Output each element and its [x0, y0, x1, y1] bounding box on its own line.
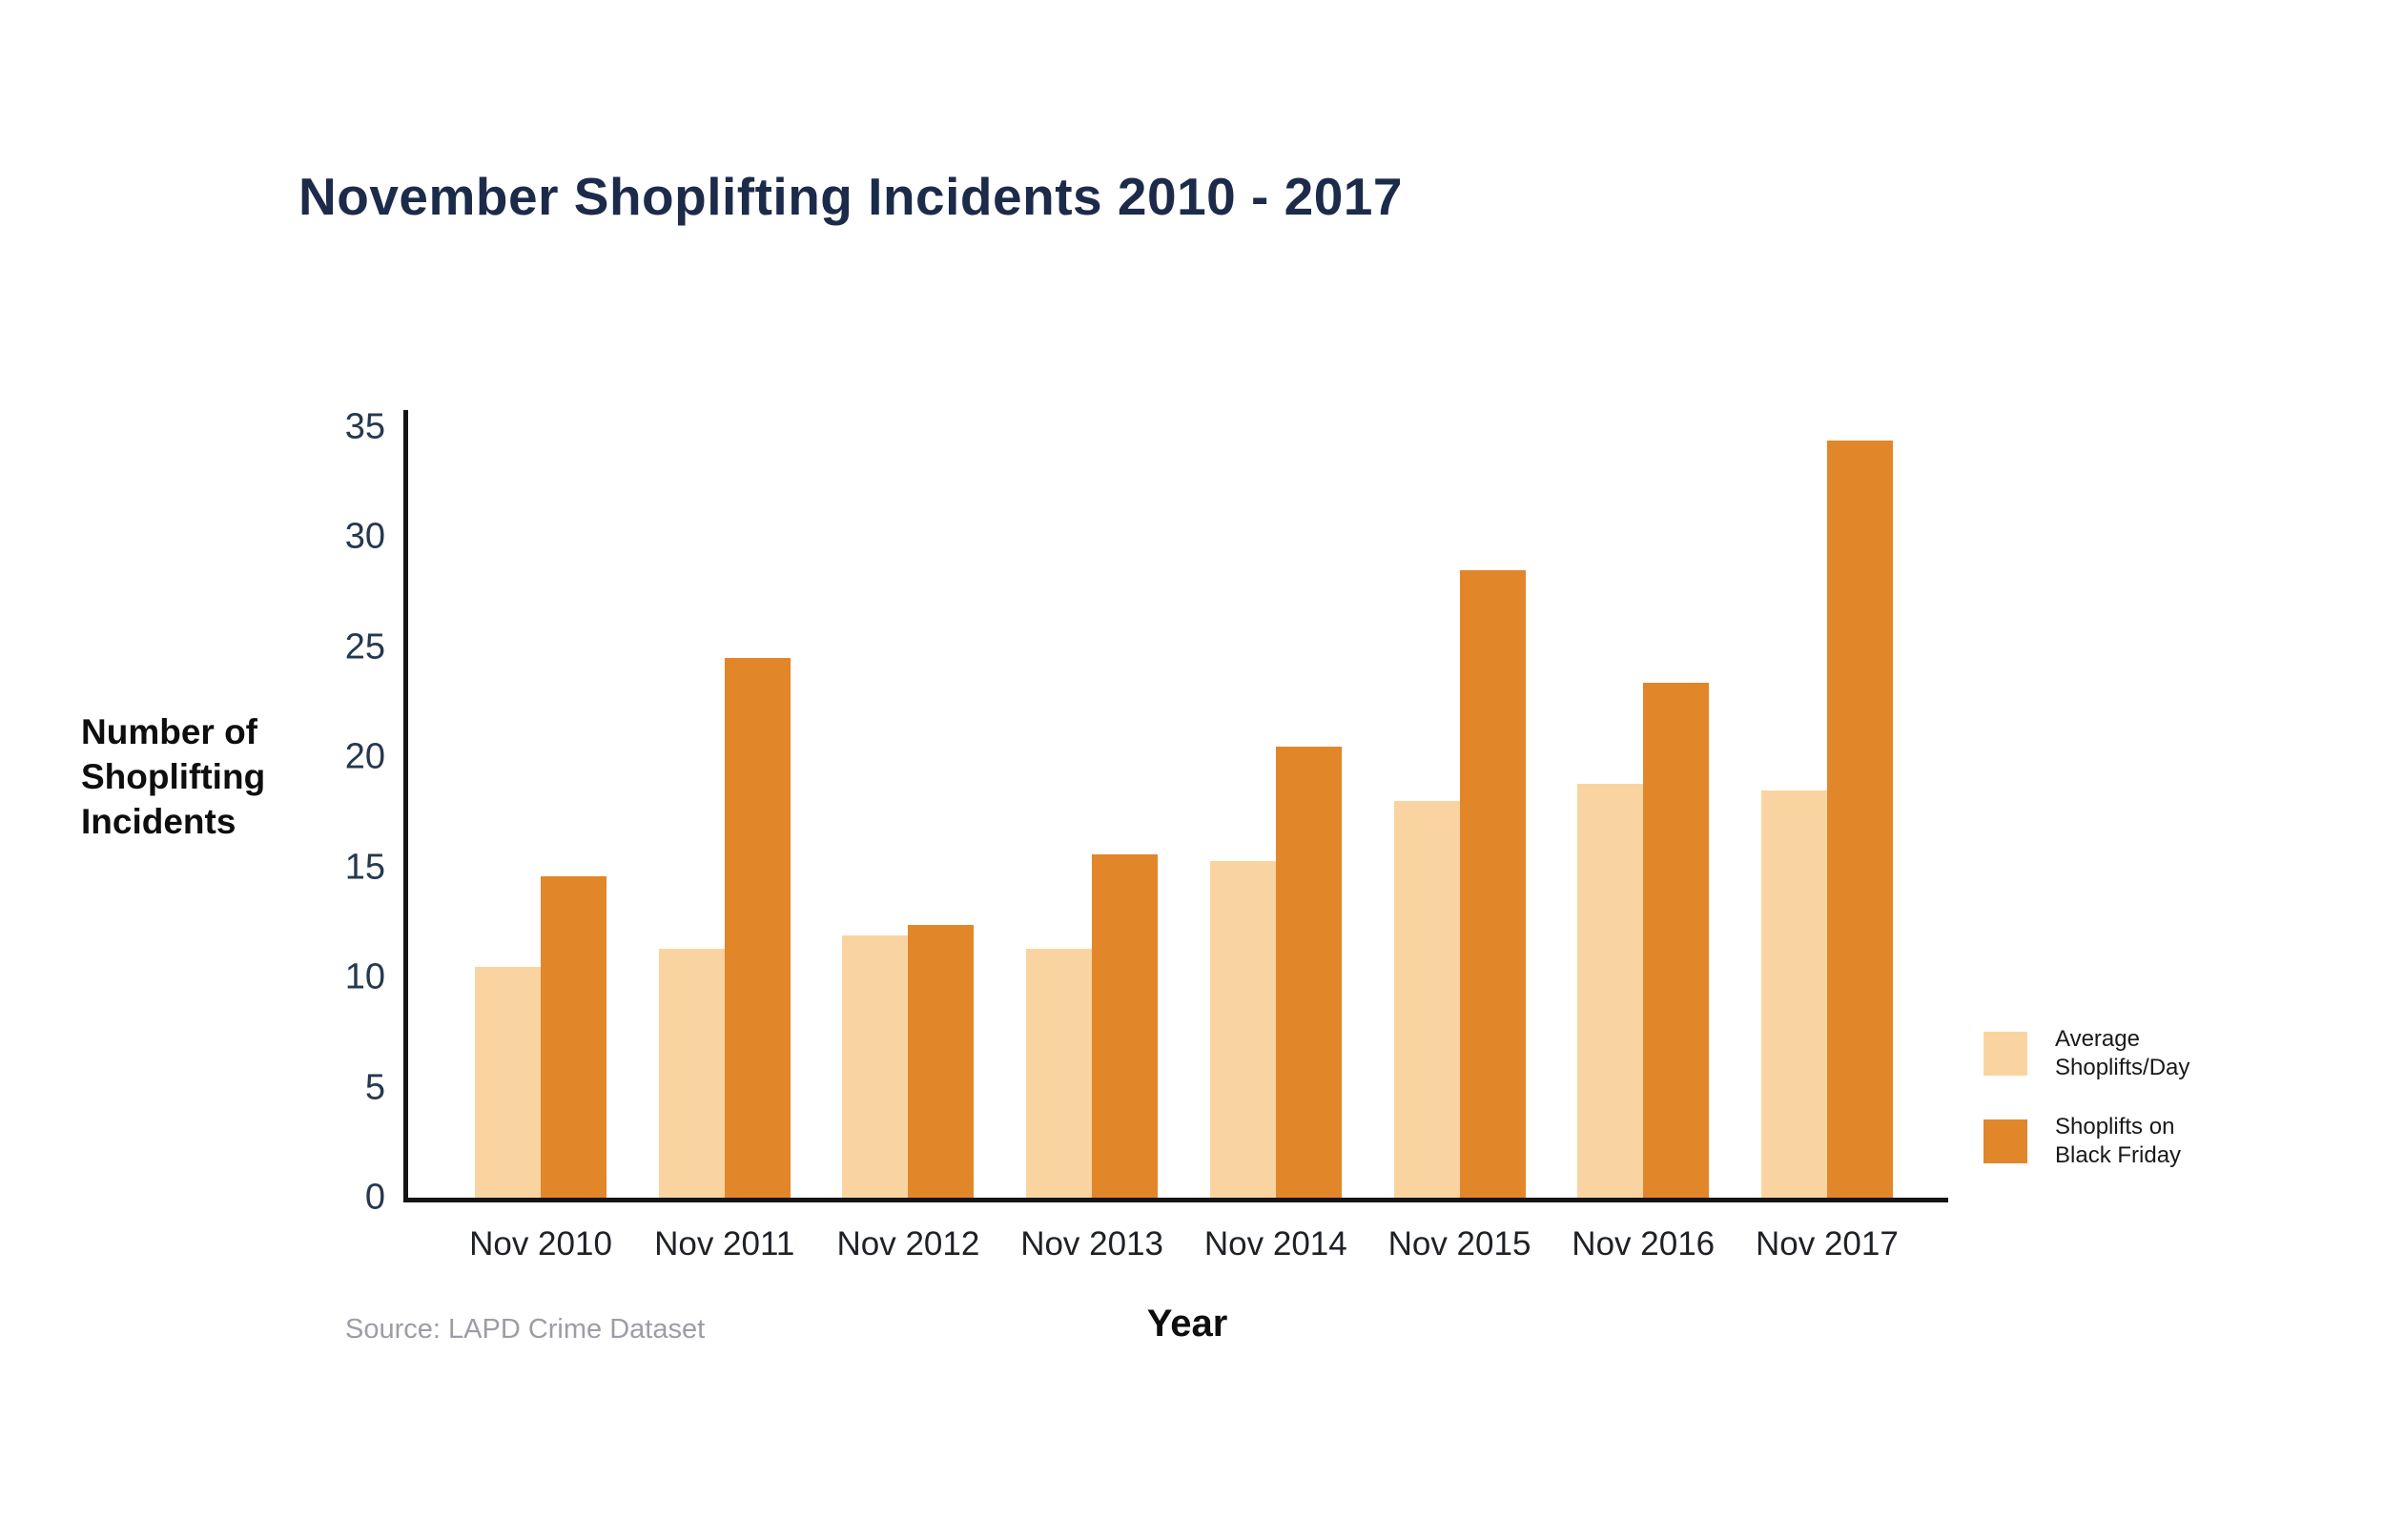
- bar-black-friday: [1459, 570, 1526, 1198]
- bar-black-friday: [724, 658, 791, 1198]
- x-tick-label: Nov 2010: [469, 1225, 612, 1263]
- y-tick-label: 20: [344, 736, 385, 777]
- bar-average-shoplifts: [1577, 784, 1644, 1198]
- source-note: Source: LAPD Crime Dataset: [345, 1314, 706, 1345]
- bar-group: [816, 427, 999, 1198]
- bar-average-shoplifts: [1209, 860, 1276, 1198]
- chart-title: November Shoplifting Incidents 2010 - 20…: [298, 167, 1403, 226]
- bar-group: [633, 427, 816, 1198]
- x-tick-label: Nov 2013: [1020, 1225, 1164, 1263]
- x-axis-title: Year: [1146, 1303, 1228, 1345]
- y-tick-label: 5: [364, 1067, 385, 1108]
- y-tick-label: 15: [344, 847, 385, 888]
- y-tick-label: 25: [344, 626, 385, 667]
- bars-area: [449, 427, 1919, 1198]
- bar-group: [449, 427, 632, 1198]
- bar-group: [1000, 427, 1183, 1198]
- bar-group: [1736, 427, 1919, 1198]
- y-tick-label: 30: [344, 516, 385, 557]
- legend-swatch: [1983, 1119, 2027, 1164]
- bar-average-shoplifts: [1393, 801, 1460, 1198]
- legend-swatch: [1983, 1032, 2027, 1077]
- bar-average-shoplifts: [658, 949, 725, 1198]
- bar-group: [1368, 427, 1552, 1198]
- bar-black-friday: [1275, 746, 1342, 1198]
- bar-group: [1552, 427, 1735, 1198]
- y-tick-label: 10: [344, 956, 385, 997]
- x-tick-label: Nov 2014: [1203, 1225, 1347, 1263]
- y-tick-label: 35: [344, 406, 385, 447]
- x-axis-line: [403, 1198, 1948, 1202]
- bar-black-friday: [1092, 853, 1159, 1198]
- x-axis-labels: Nov 2010 Nov 2011 Nov 2012 Nov 2013 Nov 2014…: [449, 1225, 1919, 1263]
- y-tick-label: 0: [364, 1177, 385, 1218]
- x-tick-label: Nov 2017: [1756, 1225, 1899, 1263]
- bar-average-shoplifts: [842, 935, 909, 1198]
- legend-item: Shoplifts on Black Friday: [1983, 1113, 2189, 1171]
- bar-average-shoplifts: [1026, 949, 1093, 1198]
- y-axis-ticks: 0 5 10 15 20 25 30 35: [218, 407, 385, 1218]
- x-tick-label: Nov 2015: [1387, 1225, 1531, 1263]
- legend-label: Average Shoplifts/Day: [2055, 1026, 2190, 1081]
- bar-black-friday: [1643, 682, 1710, 1198]
- legend: Average Shoplifts/Day Shoplifts on Black …: [1983, 1025, 2189, 1201]
- legend-item: Average Shoplifts/Day: [1983, 1025, 2189, 1083]
- bar-black-friday: [1826, 440, 1893, 1198]
- x-tick-label: Nov 2011: [654, 1225, 795, 1263]
- bar-group: [1184, 427, 1367, 1198]
- bar-average-shoplifts: [1760, 790, 1827, 1198]
- plot-area: 0 5 10 15 20 25 30 35 Nov 2010 Nov 2011 Nov 2012 N…: [345, 407, 1948, 1263]
- x-tick-label: Nov 2016: [1572, 1225, 1716, 1263]
- x-tick-label: Nov 2012: [836, 1225, 980, 1263]
- bar-black-friday: [541, 875, 606, 1198]
- bar-black-friday: [908, 924, 975, 1198]
- legend-label: Shoplifts on Black Friday: [2055, 1113, 2182, 1169]
- y-axis-title: Number of Shoplifting Incidents: [81, 712, 266, 841]
- y-axis-line: [403, 410, 408, 1202]
- bar-average-shoplifts: [475, 966, 541, 1198]
